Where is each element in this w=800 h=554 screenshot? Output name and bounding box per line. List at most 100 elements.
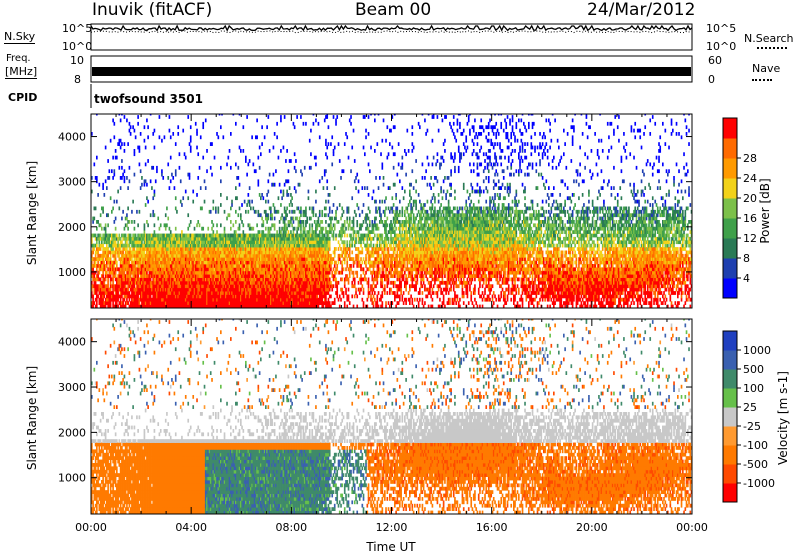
power-cell	[325, 291, 327, 295]
power-cell	[128, 165, 131, 170]
power-cell	[126, 287, 128, 292]
power-cell	[209, 287, 212, 292]
power-cell	[182, 247, 185, 251]
power-cell	[335, 267, 337, 272]
power-cell	[291, 260, 293, 265]
power-cell	[107, 291, 109, 295]
power-cell	[112, 250, 114, 255]
power-cell	[233, 297, 236, 302]
power-cell	[240, 270, 242, 275]
power-cell	[340, 297, 342, 302]
power-cell	[138, 297, 141, 302]
power-cell	[241, 287, 243, 292]
power-cell	[202, 280, 205, 285]
power-cell	[292, 260, 295, 265]
power-cell	[262, 270, 265, 275]
power-cell	[311, 247, 314, 251]
power-cell	[142, 304, 144, 308]
power-cell	[109, 297, 112, 302]
power-cell	[211, 243, 213, 248]
power-cell	[285, 267, 287, 272]
power-cell	[159, 260, 162, 265]
power-cell	[178, 267, 181, 272]
power-cell	[123, 274, 126, 278]
power-cell	[119, 260, 122, 265]
power-cell	[338, 270, 341, 275]
power-cell	[273, 301, 276, 305]
power-cell	[283, 280, 286, 285]
power-cell	[148, 264, 151, 268]
power-cell	[209, 233, 212, 238]
power-cell	[107, 236, 109, 241]
power-cell	[223, 250, 226, 255]
power-cell	[91, 280, 93, 285]
power-cell	[220, 301, 222, 305]
power-cell	[96, 277, 98, 282]
power-cell	[188, 250, 191, 255]
power-cell	[238, 182, 241, 187]
power-cell	[92, 301, 94, 305]
power-cell	[137, 280, 139, 285]
power-cell	[156, 287, 158, 292]
power-cell	[169, 267, 172, 272]
power-cell	[178, 165, 181, 170]
power-cell	[222, 135, 225, 140]
power-cell	[97, 264, 99, 268]
power-cell	[338, 257, 341, 261]
power-cell	[293, 297, 296, 302]
power-cell	[192, 189, 195, 194]
power-cell	[174, 287, 177, 292]
power-cell	[181, 260, 183, 265]
power-cell	[305, 277, 307, 282]
power-cell	[310, 297, 312, 302]
power-cell	[291, 216, 293, 221]
power-cell	[121, 216, 123, 221]
power-cell	[108, 274, 111, 278]
power-cell	[169, 304, 172, 308]
power-cell	[282, 287, 285, 292]
power-cell	[247, 162, 250, 167]
power-cell	[168, 240, 171, 245]
power-cell	[111, 267, 113, 272]
power-cell	[215, 253, 217, 258]
power-cell	[328, 236, 331, 241]
power-cell	[282, 243, 285, 248]
power-cell	[104, 297, 107, 302]
power-cell	[260, 304, 262, 308]
power-cell	[98, 297, 101, 302]
power-cell	[116, 297, 118, 302]
power-cell	[320, 230, 322, 234]
power-cell	[152, 257, 155, 261]
power-cell	[161, 274, 163, 278]
power-cell	[109, 250, 112, 255]
power-cell	[313, 264, 316, 268]
frequency-band	[92, 67, 691, 76]
power-cell	[245, 287, 247, 292]
power-cell	[317, 284, 320, 289]
power-cell	[132, 297, 134, 302]
power-cell	[291, 297, 293, 302]
power-cell	[129, 132, 132, 136]
power-cell	[168, 280, 171, 285]
power-cell	[188, 301, 191, 305]
power-cell	[203, 253, 206, 258]
power-cell	[300, 274, 302, 278]
power-cell	[208, 253, 211, 258]
power-cell	[164, 253, 167, 258]
power-cell	[328, 193, 331, 197]
power-cell	[333, 216, 336, 221]
power-cell	[345, 291, 347, 295]
power-cell	[328, 230, 331, 234]
power-cell	[321, 233, 324, 238]
power-cell	[213, 260, 216, 265]
power-cell	[290, 294, 292, 299]
power-cell	[247, 260, 250, 265]
power-cell	[96, 236, 98, 241]
power-cell	[184, 189, 187, 194]
power-cell	[316, 284, 319, 289]
power-cell	[253, 236, 256, 241]
power-cell	[183, 243, 186, 248]
power-cell	[168, 294, 171, 299]
power-cell	[153, 250, 156, 255]
power-cell	[131, 301, 133, 305]
